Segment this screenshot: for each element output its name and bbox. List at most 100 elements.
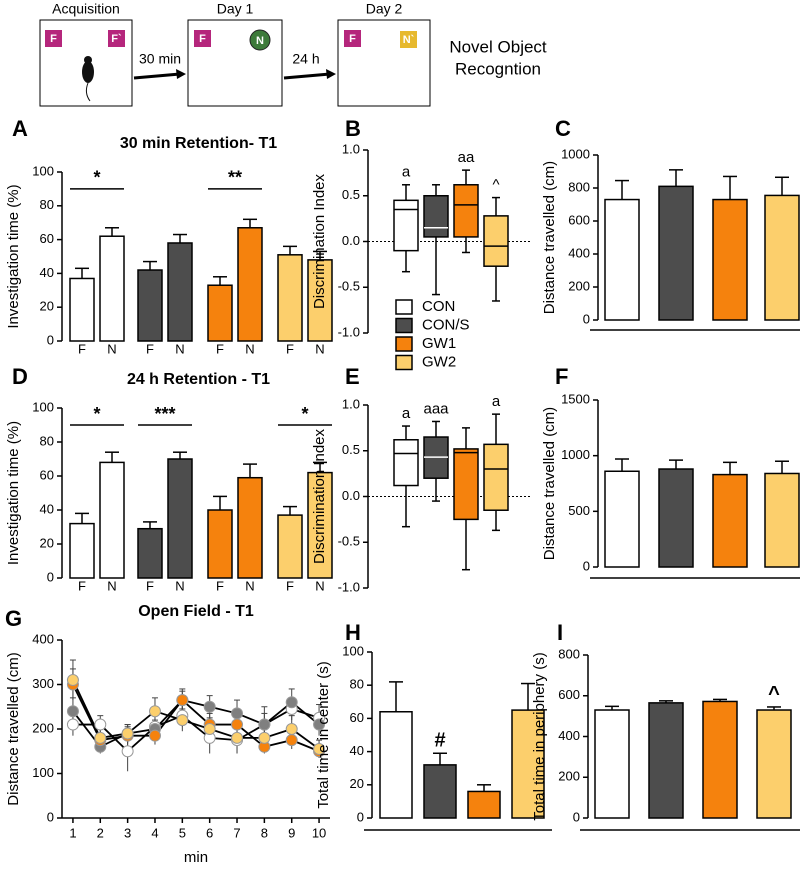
bar	[648, 702, 684, 819]
stage-title: Day 1	[217, 1, 254, 17]
box	[393, 439, 419, 487]
arrow	[283, 72, 331, 80]
marker	[231, 707, 244, 720]
x-tick-label: 10	[312, 825, 326, 840]
panel-letter: A	[12, 116, 28, 141]
y-tick-label: 60	[40, 467, 54, 482]
y-tick-label: 80	[350, 677, 364, 692]
significance-label: **	[228, 168, 242, 188]
marker	[313, 718, 326, 731]
x-tick-label: 1	[69, 825, 76, 840]
bar	[712, 473, 748, 568]
panel-letter: D	[12, 364, 28, 389]
y-tick-label: 60	[40, 231, 54, 246]
marker	[231, 731, 244, 744]
panel-letter: B	[345, 116, 361, 141]
y-tick-label: 80	[40, 433, 54, 448]
marker	[203, 700, 216, 713]
object	[400, 31, 417, 48]
y-tick-label: 0	[47, 809, 54, 824]
bar	[99, 461, 125, 579]
chart-title: 24 h Retention - T1	[127, 371, 270, 388]
panel-letter: I	[557, 620, 563, 645]
bar	[69, 522, 95, 579]
marker	[148, 705, 161, 718]
marker	[66, 705, 79, 718]
bar	[207, 284, 233, 342]
marker	[258, 718, 271, 731]
bar	[99, 235, 125, 342]
x-tick-label: F	[286, 341, 294, 356]
significance-label: *	[93, 404, 100, 424]
y-tick-label: 600	[568, 212, 590, 227]
arrow-head	[176, 69, 186, 79]
y-tick-label: 200	[32, 720, 54, 735]
x-tick-label: F	[216, 578, 224, 593]
bar	[237, 227, 263, 342]
y-axis-label: Distance travelled (cm)	[541, 161, 558, 314]
group-label: aaa	[423, 400, 449, 417]
arrow-head	[326, 69, 336, 79]
y-tick-label: 800	[558, 646, 580, 661]
object-label: N	[256, 35, 264, 47]
y-tick-label: 0.0	[342, 488, 360, 503]
box	[483, 215, 509, 267]
panel-letter: E	[345, 364, 360, 389]
box	[453, 184, 479, 238]
y-tick-label: 0.5	[342, 442, 360, 457]
bar	[756, 709, 792, 819]
mouse	[82, 61, 94, 83]
y-tick-label: -1.0	[338, 324, 360, 339]
series-line	[72, 699, 320, 748]
group-label: a	[402, 164, 411, 181]
annotation: ^	[768, 683, 780, 705]
bar	[712, 198, 748, 321]
y-tick-label: 20	[40, 535, 54, 550]
y-tick-label: 500	[568, 503, 590, 518]
legend-label: GW2	[422, 353, 456, 370]
object-label: N`	[403, 34, 415, 46]
arrow	[133, 72, 181, 80]
y-tick-label: 20	[350, 776, 364, 791]
x-tick-label: 5	[179, 825, 186, 840]
mouse	[84, 56, 92, 64]
object	[249, 29, 271, 51]
marker	[285, 723, 298, 735]
y-tick-label: 200	[568, 278, 590, 293]
marker	[121, 745, 134, 758]
stage-title: Day 2	[366, 1, 403, 17]
bar	[167, 458, 193, 579]
x-tick-label: 3	[124, 825, 131, 840]
legend-label: CON/S	[422, 316, 470, 333]
bar	[604, 198, 640, 321]
series-line	[72, 707, 320, 753]
y-tick-label: 400	[558, 728, 580, 743]
y-tick-label: 1.0	[342, 141, 360, 156]
marker	[94, 731, 107, 744]
bar	[658, 468, 694, 568]
y-tick-label: 20	[40, 299, 54, 314]
protocol-diagram: Acquisition F F` 30 min Day 1 F N 24 h D…	[39, 1, 547, 107]
caption: Novel Object	[449, 37, 547, 56]
y-tick-label: -1.0	[338, 579, 360, 594]
y-tick-label: 0	[583, 311, 590, 326]
y-tick-label: 80	[40, 197, 54, 212]
x-tick-label: N	[245, 341, 254, 356]
marker	[258, 731, 271, 744]
bar	[379, 711, 413, 819]
caption: Recogntion	[455, 59, 541, 78]
legend-swatch	[395, 317, 413, 334]
significance-label: *	[93, 168, 100, 188]
y-tick-label: 0	[583, 558, 590, 573]
y-tick-label: 100	[342, 643, 364, 658]
significance-label: ***	[154, 404, 175, 424]
y-tick-label: 0	[47, 332, 54, 347]
y-tick-label: 1.0	[342, 396, 360, 411]
marker	[231, 718, 244, 731]
panel-letter: G	[5, 606, 22, 631]
chart-title: Open Field - T1	[138, 603, 254, 620]
y-axis-label: Distance travelled (cm)	[541, 407, 558, 560]
bar	[702, 700, 738, 819]
mouse-tail	[85, 82, 91, 102]
